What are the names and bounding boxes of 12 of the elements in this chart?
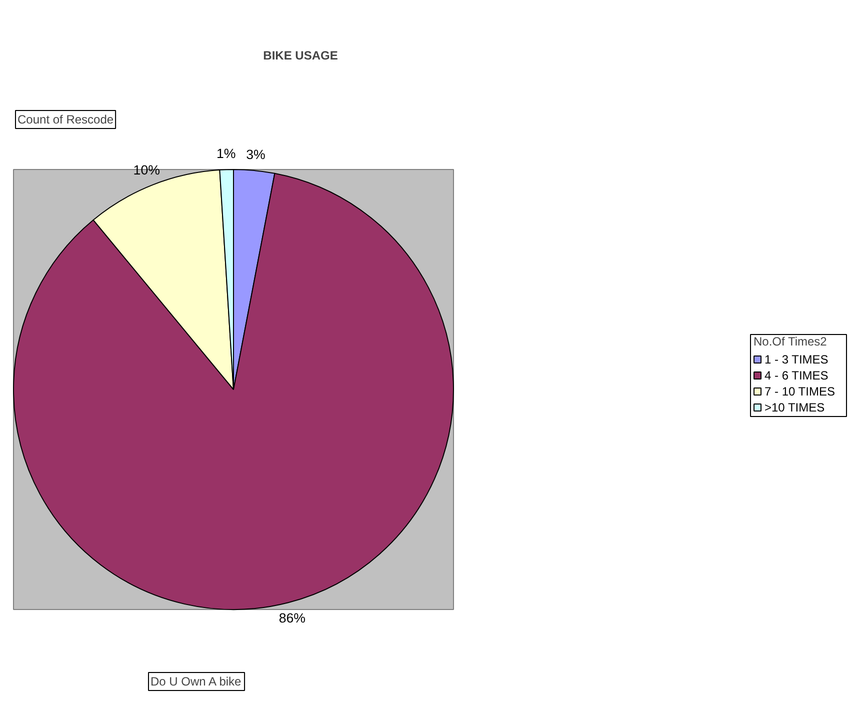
text: Count of Rescode: [18, 112, 114, 126]
legend-label: 1 - 3 TIMES: [764, 352, 828, 366]
data-label: 1%: [216, 146, 236, 162]
legend-title: No.Of Times2: [754, 334, 828, 348]
legend-label: 4 - 6 TIMES: [764, 368, 828, 382]
chart-title: BIKE USAGE: [263, 48, 338, 62]
data-label: 3%: [246, 147, 266, 162]
legend-label: >10 TIMES: [764, 400, 825, 414]
data-label: 10%: [133, 162, 160, 178]
text: Do U Own A bike: [150, 674, 242, 688]
data-label: 86%: [278, 610, 306, 626]
legend-label: 7 - 10 TIMES: [764, 384, 835, 398]
